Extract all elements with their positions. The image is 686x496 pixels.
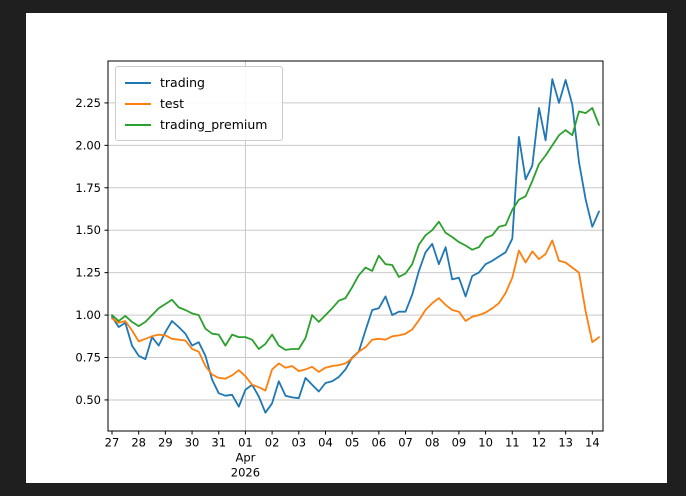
- legend-line-swatch: [125, 102, 151, 105]
- x-tick-label: 31: [211, 436, 226, 450]
- legend-line-swatch: [125, 81, 151, 84]
- y-tick-label: 1.00: [75, 308, 101, 322]
- x-tick-label: 28: [131, 436, 146, 450]
- legend-label: test: [160, 96, 185, 111]
- legend-item-trading: trading: [125, 72, 270, 93]
- x-tick-label: 09: [452, 436, 467, 450]
- x-tick-label: 03: [291, 436, 306, 450]
- y-tick-label: 2.00: [75, 138, 101, 152]
- y-tick-label: 0.50: [75, 393, 101, 407]
- x-tick-label: 08: [425, 436, 440, 450]
- legend-item-test: test: [125, 93, 270, 114]
- axes-spines: [107, 60, 604, 432]
- series-line-trading_premium: [111, 107, 600, 351]
- x-tick-label: 04: [318, 436, 333, 450]
- x-tick-label: 01: [238, 436, 253, 450]
- legend-item-trading_premium: trading_premium: [125, 114, 270, 135]
- x-month-label: Apr: [235, 451, 255, 465]
- x-tick-label: 13: [558, 436, 573, 450]
- legend-label: trading: [160, 75, 205, 90]
- legend-label: trading_premium: [160, 117, 268, 132]
- y-tick-label: 0.75: [75, 351, 101, 365]
- x-tick-label: 06: [372, 436, 387, 450]
- x-tick-label: 12: [532, 436, 547, 450]
- y-tick-label: 1.50: [75, 223, 101, 237]
- x-tick-label: 14: [585, 436, 600, 450]
- x-tick-label: 27: [105, 436, 120, 450]
- figure: 27 28 29 30 31 01 02 03 04 05 06 07 08 09 10 11 12 13 14 Ap…: [26, 13, 667, 483]
- legend-line-swatch: [125, 123, 151, 126]
- x-year-label: 2026: [231, 466, 260, 480]
- x-tick-label: 30: [185, 436, 200, 450]
- x-tick-label: 07: [398, 436, 413, 450]
- chart: 27 28 29 30 31 01 02 03 04 05 06 07 08 09 10 11 12 13 14 Ap…: [75, 60, 604, 480]
- legend: trading test trading_premium: [115, 66, 283, 141]
- x-tick-label: 02: [265, 436, 280, 450]
- y-tick-label: 1.25: [75, 266, 101, 280]
- x-tick-label: 11: [505, 436, 520, 450]
- series-line-test: [111, 239, 600, 392]
- x-tick-label: 05: [345, 436, 360, 450]
- y-tick-label: 1.75: [75, 181, 101, 195]
- x-tick-label: 10: [478, 436, 493, 450]
- x-tick-label: 29: [158, 436, 173, 450]
- y-tick-label: 2.25: [75, 96, 101, 110]
